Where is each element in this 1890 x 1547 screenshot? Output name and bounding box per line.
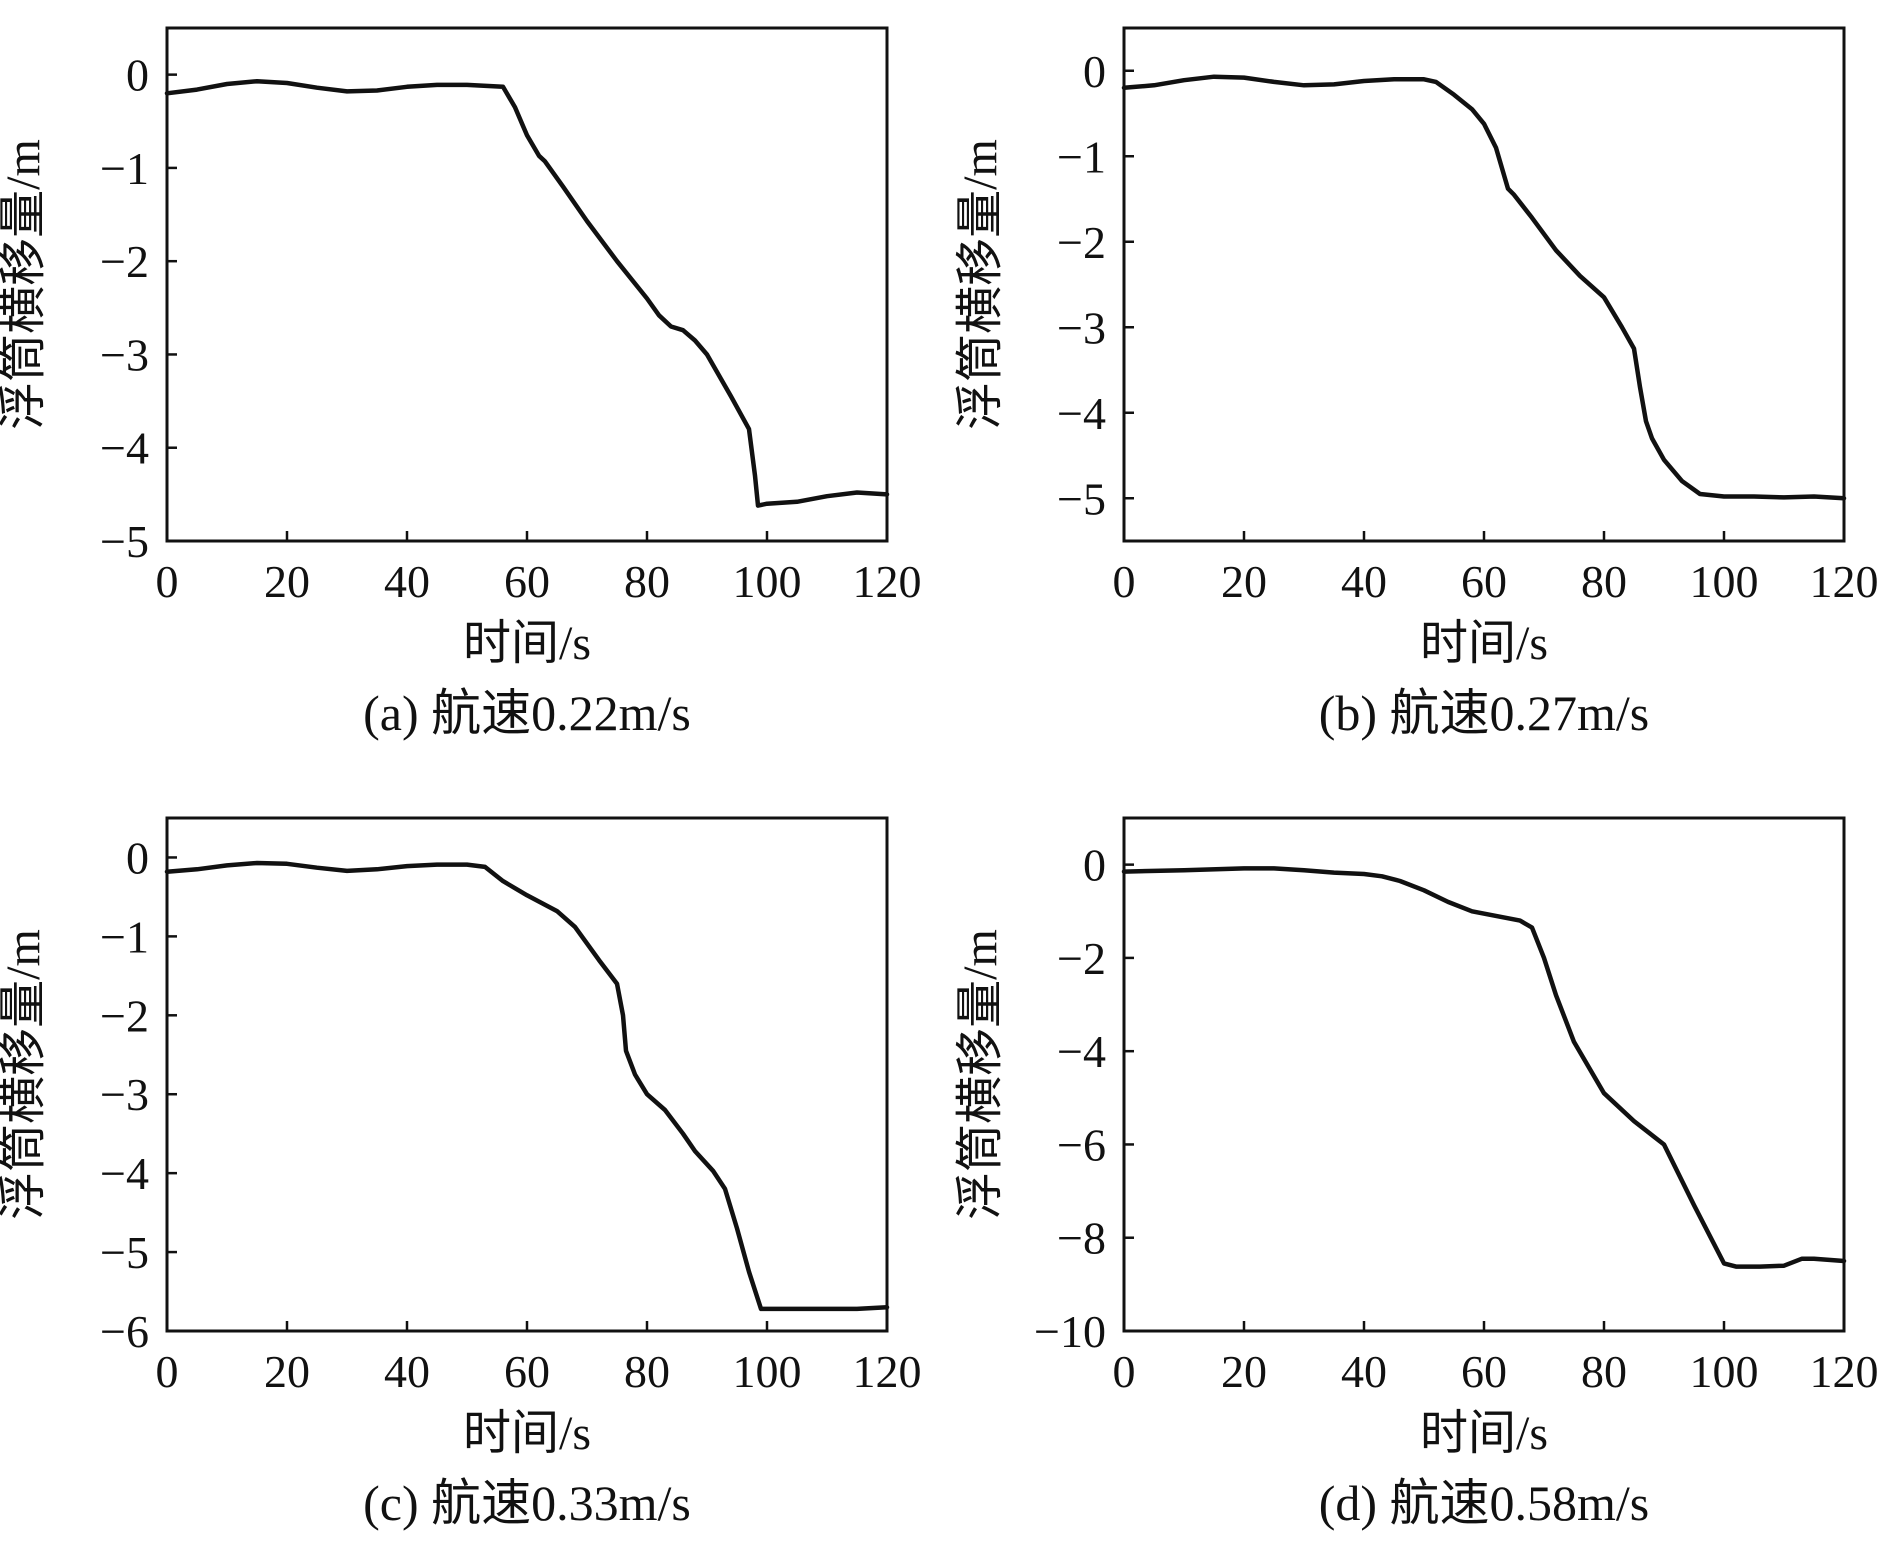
plot-frame-a: [165, 26, 889, 543]
y-tick-label-c: −2: [100, 990, 149, 1041]
y-tick-label-a: −1: [100, 143, 149, 194]
y-tick-label-d: −2: [1057, 933, 1106, 984]
y-tick-label-c: −4: [100, 1148, 149, 1199]
x-tick-label-a: 40: [384, 556, 430, 607]
x-tick-label-d: 120: [1810, 1346, 1879, 1397]
plot-frame-b: [1122, 26, 1846, 543]
x-axis-label-b: 时间/s: [1420, 617, 1548, 670]
y-axis-label-a: 浮筒横移量/m: [0, 139, 50, 430]
y-tick-label-b: 0: [1083, 46, 1106, 97]
chart-a: 0 20 40 60 80 100 120 0 −1 −2 −3 −4 −5 时间/s 浮筒横移量/m (a)…: [0, 26, 922, 741]
series-line-a: [164, 78, 890, 508]
x-tick-label-d: 20: [1221, 1346, 1267, 1397]
x-tick-label-d: 80: [1581, 1346, 1627, 1397]
x-axis-label-d: 时间/s: [1420, 1407, 1548, 1460]
x-tick-label-c: 120: [853, 1346, 922, 1397]
x-tick-label-a: 120: [853, 556, 922, 607]
x-tick-label-a: 20: [264, 556, 310, 607]
series-line-c: [164, 860, 890, 1312]
chart-caption-b: (b) 航速0.27m/s: [1319, 685, 1650, 741]
y-tick-label-c: −1: [100, 911, 149, 962]
x-tick-label-b: 60: [1461, 556, 1507, 607]
x-tick-label-c: 20: [264, 1346, 310, 1397]
y-tick-label-c: −5: [100, 1227, 149, 1278]
x-tick-label-d: 60: [1461, 1346, 1507, 1397]
x-tick-label-b: 120: [1810, 556, 1879, 607]
y-axis-label-c: 浮筒横移量/m: [0, 929, 50, 1220]
y-tick-label-a: −4: [100, 423, 149, 474]
chart-caption-d: (d) 航速0.58m/s: [1319, 1475, 1650, 1531]
x-tick-label-a: 0: [156, 556, 179, 607]
chart-c: 0 20 40 60 80 100 120 0 −1 −2 −3 −4 −5 −6 时间/s 浮筒横移量/m (…: [0, 816, 922, 1531]
x-axis-label-a: 时间/s: [463, 617, 591, 670]
x-tick-label-c: 40: [384, 1346, 430, 1397]
y-tick-label-b: −2: [1057, 217, 1106, 268]
plot-frame-d: [1122, 816, 1846, 1333]
chart-caption-a: (a) 航速0.22m/s: [363, 685, 691, 741]
y-tick-label-d: 0: [1083, 840, 1106, 891]
x-tick-label-a: 60: [504, 556, 550, 607]
x-tick-label-b: 40: [1341, 556, 1387, 607]
x-tick-label-b: 100: [1690, 556, 1759, 607]
y-tick-label-c: 0: [126, 832, 149, 883]
y-tick-label-a: −2: [100, 236, 149, 287]
chart-d: 0 20 40 60 80 100 120 0 −2 −4 −6 −8 −10 时间/s 浮筒横移量/m (d…: [954, 816, 1879, 1531]
y-axis-label-d: 浮筒横移量/m: [954, 929, 1007, 1220]
x-tick-label-d: 40: [1341, 1346, 1387, 1397]
chart-b: 0 20 40 60 80 100 120 0 −1 −2 −3 −4 −5 时间/s 浮筒横移量/m (b)…: [954, 26, 1879, 741]
x-tick-label-c: 80: [624, 1346, 670, 1397]
x-tick-label-d: 0: [1113, 1346, 1136, 1397]
x-tick-label-d: 100: [1690, 1346, 1759, 1397]
y-tick-label-d: −4: [1057, 1026, 1106, 1077]
x-tick-label-a: 80: [624, 556, 670, 607]
series-line-d: [1121, 866, 1847, 1269]
y-tick-label-a: −5: [100, 516, 149, 567]
series-line-b: [1121, 74, 1847, 501]
x-tick-label-b: 0: [1113, 556, 1136, 607]
x-tick-label-c: 100: [733, 1346, 802, 1397]
y-tick-label-b: −1: [1057, 131, 1106, 182]
y-tick-label-d: −8: [1057, 1213, 1106, 1264]
x-tick-label-a: 100: [733, 556, 802, 607]
x-tick-label-b: 80: [1581, 556, 1627, 607]
y-axis-label-b: 浮筒横移量/m: [954, 139, 1007, 430]
y-tick-label-b: −5: [1057, 473, 1106, 524]
x-tick-label-c: 60: [504, 1346, 550, 1397]
y-tick-label-c: −3: [100, 1069, 149, 1120]
y-tick-label-b: −3: [1057, 302, 1106, 353]
y-tick-label-c: −6: [100, 1306, 149, 1357]
y-tick-label-d: −10: [1034, 1306, 1106, 1357]
y-tick-label-a: 0: [126, 50, 149, 101]
x-axis-label-c: 时间/s: [463, 1407, 591, 1460]
y-tick-label-a: −3: [100, 329, 149, 380]
x-tick-label-c: 0: [156, 1346, 179, 1397]
chart-caption-c: (c) 航速0.33m/s: [363, 1475, 691, 1531]
y-tick-label-b: −4: [1057, 388, 1106, 439]
x-tick-label-b: 20: [1221, 556, 1267, 607]
y-tick-label-d: −6: [1057, 1119, 1106, 1170]
